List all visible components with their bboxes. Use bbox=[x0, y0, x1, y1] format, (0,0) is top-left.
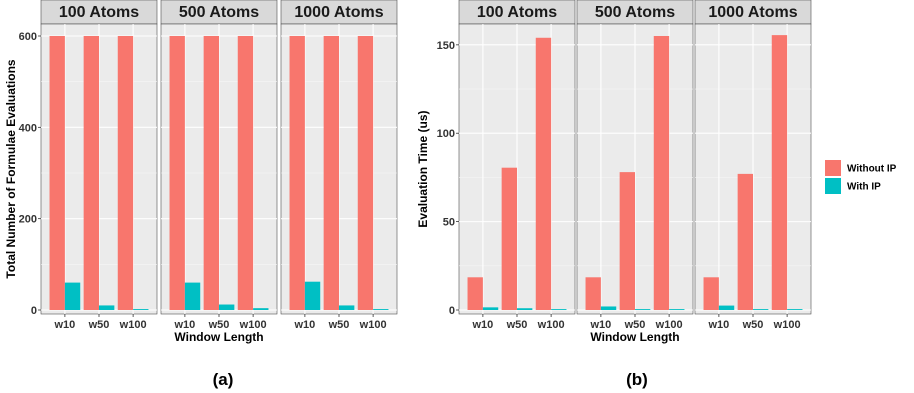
legend-key bbox=[825, 160, 841, 176]
subfigure-caption: (b) bbox=[626, 370, 648, 389]
x-tick-label: w10 bbox=[589, 319, 611, 331]
x-tick-label: w50 bbox=[328, 319, 350, 331]
bar-with-ip bbox=[669, 309, 685, 310]
bar-with-ip bbox=[635, 309, 651, 310]
bar-without-ip bbox=[237, 36, 254, 310]
x-tick-label: w100 bbox=[655, 319, 683, 331]
x-tick-label: w10 bbox=[293, 319, 315, 331]
bar-with-ip bbox=[718, 305, 735, 310]
bar-with-ip bbox=[600, 306, 617, 310]
y-tick-label: 0 bbox=[31, 305, 37, 317]
bar-with-ip bbox=[184, 282, 201, 310]
x-tick-label: w10 bbox=[707, 319, 729, 331]
y-tick-label: 150 bbox=[437, 40, 455, 52]
x-tick-label: w100 bbox=[239, 319, 267, 331]
y-tick-label: 400 bbox=[19, 122, 37, 134]
bar-with-ip bbox=[64, 282, 81, 310]
facet-strip bbox=[280, 0, 398, 25]
x-tick-label: w100 bbox=[773, 319, 801, 331]
x-tick-label: w50 bbox=[624, 319, 646, 331]
bar-with-ip bbox=[517, 308, 533, 310]
bar-without-ip bbox=[49, 36, 65, 310]
bar-without-ip bbox=[501, 167, 517, 310]
bar-without-ip bbox=[169, 36, 185, 310]
bar-with-ip bbox=[339, 305, 355, 310]
x-axis-title: Window Length bbox=[174, 330, 263, 344]
bar-without-ip bbox=[289, 36, 305, 310]
x-tick-label: w10 bbox=[173, 319, 195, 331]
bar-without-ip bbox=[585, 277, 601, 310]
bar-without-ip bbox=[703, 277, 719, 310]
bar-without-ip bbox=[653, 36, 670, 310]
bar-with-ip bbox=[373, 309, 389, 310]
facet-title: 1000 Atoms bbox=[708, 4, 797, 21]
bar-without-ip bbox=[323, 36, 339, 310]
y-tick-label: 200 bbox=[19, 214, 37, 226]
x-axis-title: Window Length bbox=[590, 330, 679, 344]
facet-strip bbox=[160, 0, 278, 25]
bar-with-ip bbox=[99, 305, 115, 310]
facet-title: 100 Atoms bbox=[477, 4, 557, 21]
bar-without-ip bbox=[467, 277, 483, 310]
x-tick-label: w50 bbox=[208, 319, 230, 331]
bar-with-ip bbox=[551, 309, 567, 310]
y-axis-title: Evaluation Time (us) bbox=[416, 110, 430, 227]
bar-with-ip bbox=[253, 308, 269, 310]
bar-without-ip bbox=[771, 35, 788, 311]
bar-without-ip bbox=[83, 36, 99, 310]
bar-without-ip bbox=[357, 36, 374, 310]
bar-without-ip bbox=[535, 37, 552, 311]
facet-strip bbox=[40, 0, 158, 25]
y-tick-label: 100 bbox=[437, 128, 455, 140]
bar-without-ip bbox=[117, 36, 134, 310]
x-tick-label: w100 bbox=[359, 319, 387, 331]
x-tick-label: w10 bbox=[471, 319, 493, 331]
bar-with-ip bbox=[133, 309, 149, 310]
x-tick-label: w10 bbox=[53, 319, 75, 331]
bar-with-ip bbox=[482, 307, 499, 310]
x-tick-label: w100 bbox=[119, 319, 147, 331]
y-tick-label: 600 bbox=[19, 31, 37, 43]
facet-title: 1000 Atoms bbox=[294, 4, 383, 21]
facet-title: 100 Atoms bbox=[59, 4, 139, 21]
legend-label: With IP bbox=[847, 182, 881, 193]
bar-without-ip bbox=[737, 173, 753, 310]
bar-without-ip bbox=[203, 36, 219, 310]
subfigure-caption: (a) bbox=[213, 370, 234, 389]
y-tick-label: 50 bbox=[443, 217, 455, 229]
bar-with-ip bbox=[304, 281, 321, 310]
bar-without-ip bbox=[619, 172, 635, 310]
legend-label: Without IP bbox=[847, 164, 897, 175]
x-tick-label: w50 bbox=[742, 319, 764, 331]
legend-key bbox=[825, 178, 841, 194]
facet-title: 500 Atoms bbox=[179, 4, 259, 21]
bar-with-ip bbox=[753, 309, 769, 310]
y-tick-label: 0 bbox=[449, 305, 455, 317]
facet-strip bbox=[694, 0, 812, 25]
x-tick-label: w100 bbox=[537, 319, 565, 331]
y-axis-title: Total Number of Formulae Evaluations bbox=[4, 59, 18, 278]
bar-with-ip bbox=[219, 304, 235, 310]
facet-title: 500 Atoms bbox=[595, 4, 675, 21]
x-tick-label: w50 bbox=[506, 319, 528, 331]
x-tick-label: w50 bbox=[88, 319, 110, 331]
bar-with-ip bbox=[787, 309, 803, 310]
